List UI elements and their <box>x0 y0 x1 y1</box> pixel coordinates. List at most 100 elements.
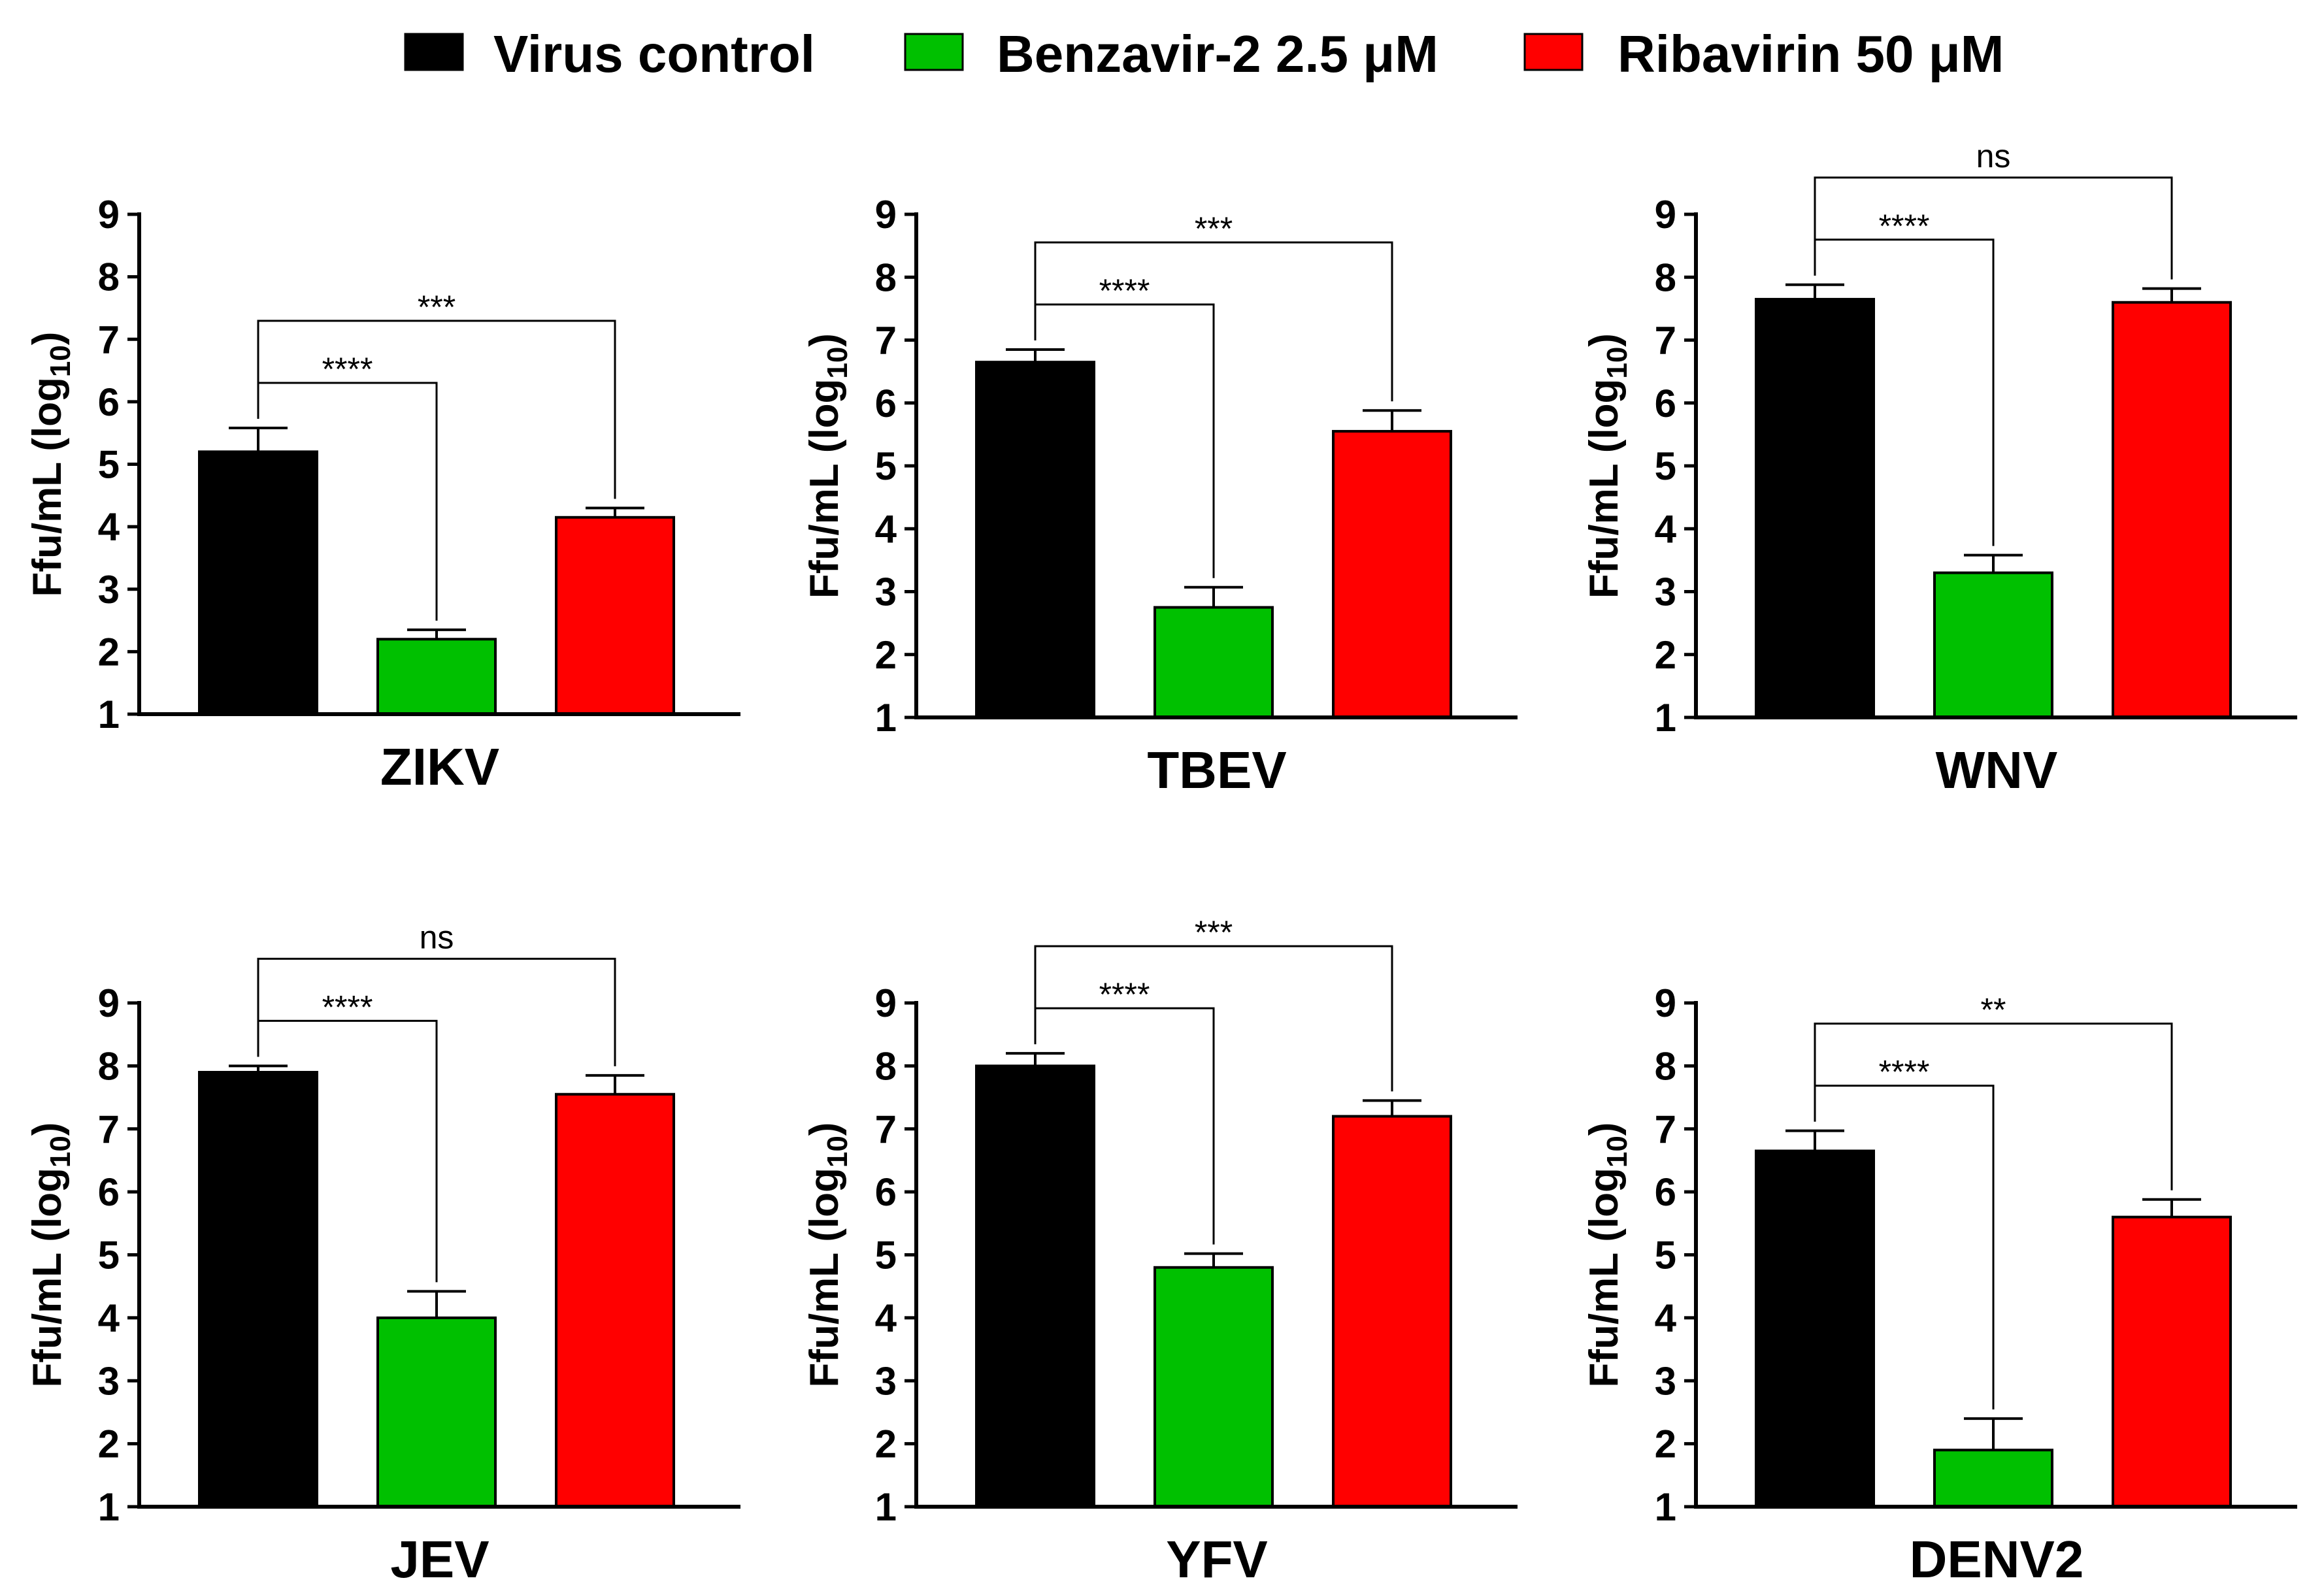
significance-bracket <box>257 320 616 499</box>
y-tick-label: 9 <box>1655 981 1676 1025</box>
y-tick-label: 3 <box>1655 1359 1676 1403</box>
y-axis-label: Ffu/mL (log10) <box>1582 333 1633 599</box>
significance-bracket <box>1814 176 2173 280</box>
y-tick-label: 6 <box>1655 382 1676 425</box>
bar <box>1933 571 2053 719</box>
y-tick-label: 9 <box>98 981 120 1025</box>
bar <box>198 1071 318 1508</box>
bar <box>1332 1115 1452 1508</box>
y-axis-label-subscript: 10 <box>1601 1136 1633 1168</box>
y-axis-label-subscript: 10 <box>1601 347 1633 379</box>
significance-label: **** <box>1099 272 1150 309</box>
y-tick-label: 1 <box>98 1485 120 1529</box>
y-tick-label: 8 <box>1655 255 1676 299</box>
y-tick-label: 3 <box>98 568 120 612</box>
y-tick-label: 8 <box>875 1044 897 1088</box>
significance-label: **** <box>1879 208 1930 244</box>
bar <box>1755 1149 1875 1508</box>
y-tick-label: 7 <box>1655 319 1676 363</box>
significance-label: **** <box>1099 976 1150 1013</box>
significance-label: **** <box>1879 1054 1930 1091</box>
virus-label: DENV2 <box>1910 1530 2084 1588</box>
significance-bracket <box>1034 945 1393 1092</box>
bar <box>1154 1266 1274 1509</box>
y-axis-label: Ffu/mL (log10) <box>1582 1123 1633 1388</box>
bar <box>1332 430 1452 719</box>
significance-label: *** <box>1195 210 1233 247</box>
bar <box>555 516 675 715</box>
y-tick-label: 2 <box>1655 633 1676 677</box>
virus-label: YFV <box>1166 1530 1268 1588</box>
legend-swatch <box>404 33 464 71</box>
bar <box>975 1064 1095 1508</box>
y-tick-label: 7 <box>875 1107 897 1151</box>
significance-bracket <box>1034 241 1393 402</box>
y-axis-label-close: ) <box>802 333 847 347</box>
y-axis-label-subscript: 10 <box>822 347 854 379</box>
y-tick-label: 6 <box>1655 1170 1676 1214</box>
bar <box>1154 606 1274 719</box>
y-axis-label-subscript: 10 <box>44 345 76 377</box>
y-tick-label: 6 <box>875 1170 897 1214</box>
legend-item: Virus control <box>404 25 815 83</box>
y-tick-label: 3 <box>875 1359 897 1403</box>
legend-label: Ribavirin 50 μM <box>1618 25 2004 83</box>
chart-panel-wnv: 1 2 3 4 5 6 7 8 9 Ffu/mL (log10) WNV **** ns <box>1582 138 2297 799</box>
y-tick-label: 8 <box>98 1044 120 1088</box>
y-tick-label: 5 <box>875 444 897 488</box>
y-tick-label: 3 <box>1655 570 1676 614</box>
y-tick-label: 4 <box>98 1296 120 1340</box>
y-axis-label-main: Ffu/mL (log <box>802 1168 847 1387</box>
y-tick-label: 5 <box>1655 444 1676 488</box>
y-tick-label: 7 <box>1655 1107 1676 1151</box>
significance-label: **** <box>322 351 373 387</box>
y-axis-label-main: Ffu/mL (log <box>25 377 70 597</box>
y-tick-label: 2 <box>875 1422 897 1466</box>
bar <box>555 1092 675 1508</box>
bar <box>2112 1215 2232 1509</box>
y-tick-label: 8 <box>1655 1044 1676 1088</box>
y-tick-label: 3 <box>98 1359 120 1403</box>
legend-label: Virus control <box>493 25 815 83</box>
bar <box>1755 297 1875 719</box>
y-tick-label: 5 <box>98 1234 120 1277</box>
legend: Virus control Benzavir-2 2.5 μM Ribavirin … <box>404 25 2004 83</box>
y-tick-label: 1 <box>875 696 897 740</box>
bar <box>376 1316 497 1508</box>
y-tick-label: 4 <box>1655 507 1677 551</box>
chart-panel-jev: 1 2 3 4 5 6 7 8 9 Ffu/mL (log10) JEV **** ns <box>25 919 740 1588</box>
y-tick-label: 2 <box>98 1422 120 1466</box>
legend-item: Benzavir-2 2.5 μM <box>904 25 1438 83</box>
y-tick-label: 9 <box>98 193 120 237</box>
y-tick-label: 8 <box>875 255 897 299</box>
significance-bracket <box>257 957 616 1066</box>
virus-label: TBEV <box>1147 741 1286 799</box>
significance-label: *** <box>1195 914 1233 951</box>
y-tick-label: 7 <box>98 318 120 361</box>
y-tick-label: 9 <box>875 981 897 1025</box>
y-tick-label: 2 <box>1655 1422 1676 1466</box>
y-tick-label: 4 <box>875 507 897 551</box>
y-tick-label: 2 <box>875 633 897 677</box>
legend-label: Benzavir-2 2.5 μM <box>997 25 1438 83</box>
y-tick-label: 1 <box>875 1485 897 1529</box>
y-tick-label: 6 <box>98 380 120 424</box>
y-axis-label-subscript: 10 <box>822 1136 854 1168</box>
significance-label: ns <box>1976 138 2011 174</box>
legend-swatch <box>1523 33 1584 71</box>
y-axis-label: Ffu/mL (log10) <box>25 1123 76 1388</box>
y-tick-label: 5 <box>1655 1234 1676 1277</box>
y-tick-label: 1 <box>98 693 120 736</box>
y-axis-label: Ffu/mL (log10) <box>802 1123 854 1388</box>
y-axis-label-main: Ffu/mL (log <box>1582 379 1627 599</box>
bar <box>2112 301 2232 719</box>
virus-label: ZIKV <box>380 738 499 796</box>
y-axis-label-main: Ffu/mL (log <box>1582 1168 1627 1387</box>
y-tick-label: 5 <box>98 443 120 487</box>
significance-label: *** <box>418 289 456 325</box>
y-axis-label: Ffu/mL (log10) <box>802 333 854 599</box>
bar <box>975 361 1095 719</box>
